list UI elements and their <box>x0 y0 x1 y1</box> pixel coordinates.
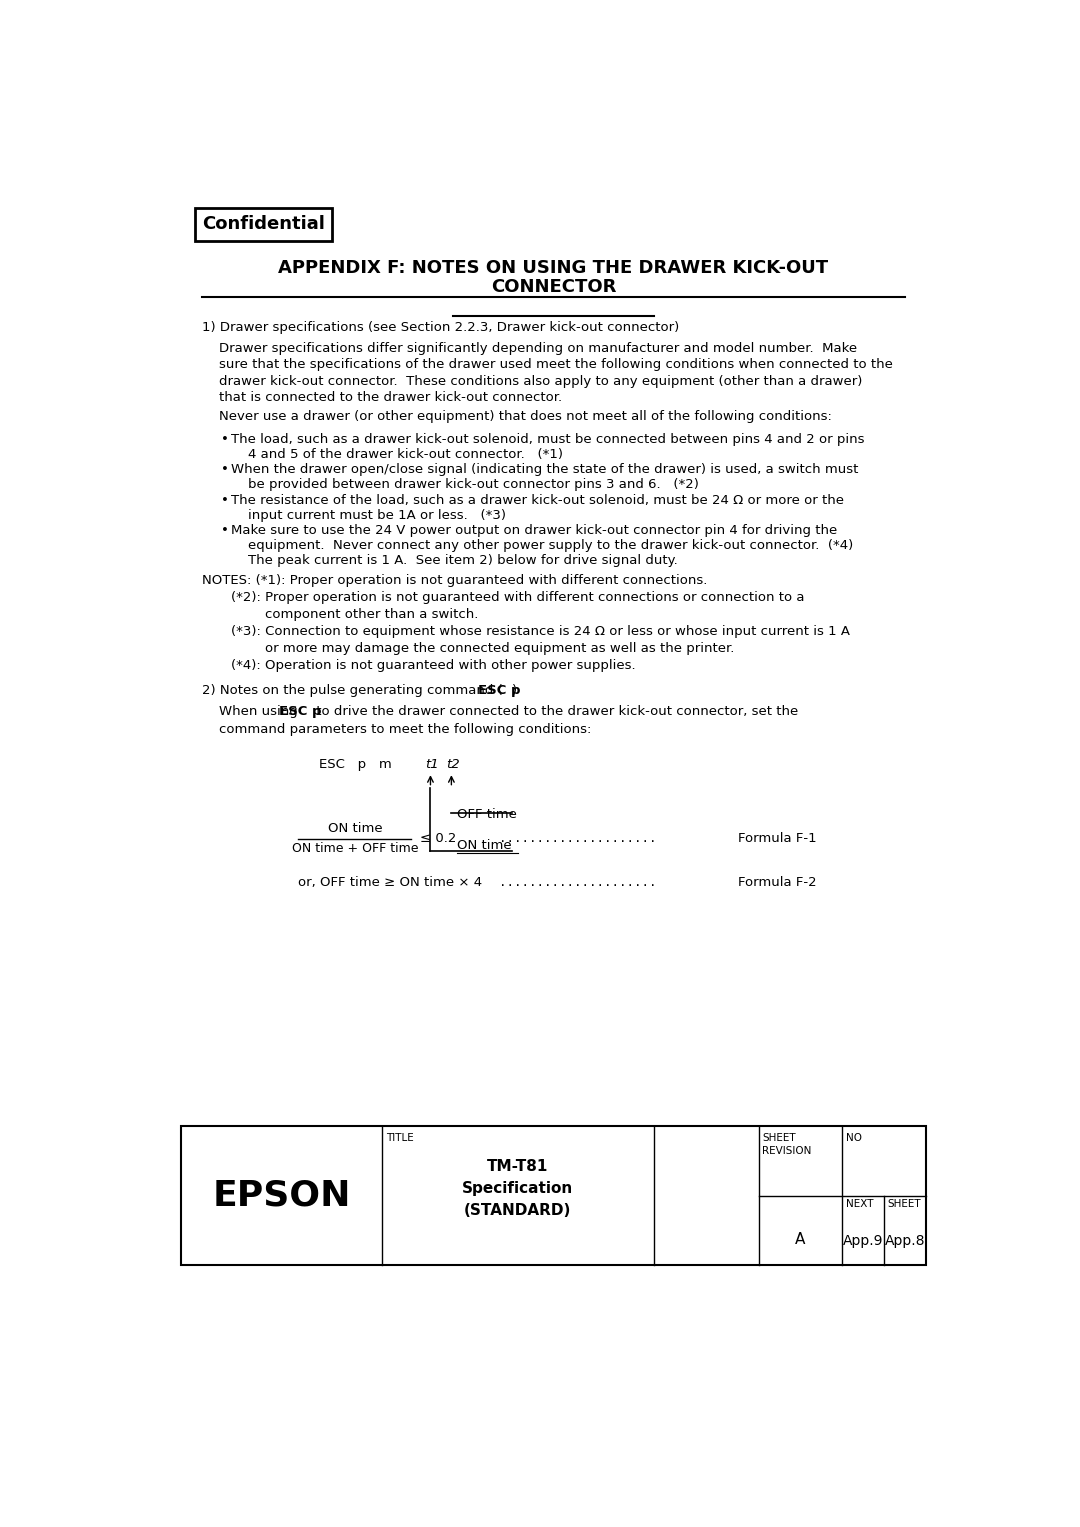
Text: t2: t2 <box>446 757 460 771</box>
Text: TITLE: TITLE <box>387 1133 414 1144</box>
Text: •: • <box>221 463 229 476</box>
Text: Confidential: Confidential <box>202 215 325 234</box>
Text: •: • <box>221 493 229 507</box>
Text: App.9: App.9 <box>842 1234 883 1249</box>
Text: When using: When using <box>218 705 301 718</box>
Text: to drive the drawer connected to the drawer kick-out connector, set the: to drive the drawer connected to the dra… <box>312 705 799 718</box>
Text: or more may damage the connected equipment as well as the printer.: or more may damage the connected equipme… <box>265 641 734 655</box>
Text: CONNECTOR: CONNECTOR <box>490 278 617 296</box>
Text: When the drawer open/close signal (indicating the state of the drawer) is used, : When the drawer open/close signal (indic… <box>231 463 859 492</box>
Text: ≤ 0.2: ≤ 0.2 <box>420 832 456 844</box>
Text: sure that the specifications of the drawer used meet the following conditions wh: sure that the specifications of the draw… <box>218 359 892 371</box>
Text: t1: t1 <box>426 757 440 771</box>
Text: ): ) <box>512 684 516 698</box>
Text: that is connected to the drawer kick-out connector.: that is connected to the drawer kick-out… <box>218 391 562 405</box>
Text: OFF time: OFF time <box>457 808 517 820</box>
Text: ON time: ON time <box>328 822 382 835</box>
Text: command parameters to meet the following conditions:: command parameters to meet the following… <box>218 722 591 736</box>
Text: SHEET
REVISION: SHEET REVISION <box>761 1133 811 1156</box>
Text: component other than a switch.: component other than a switch. <box>265 608 478 620</box>
Text: .....................: ..................... <box>499 876 657 889</box>
Text: APPENDIX F: NOTES ON USING THE DRAWER KICK-OUT: APPENDIX F: NOTES ON USING THE DRAWER KI… <box>279 260 828 276</box>
Text: ESC   p   m: ESC p m <box>320 757 392 771</box>
Text: NO: NO <box>846 1133 862 1144</box>
Text: NOTES: (*1): Proper operation is not guaranteed with different connections.: NOTES: (*1): Proper operation is not gua… <box>202 574 707 586</box>
Text: ESC p: ESC p <box>478 684 521 698</box>
Text: The load, such as a drawer kick-out solenoid, must be connected between pins 4 a: The load, such as a drawer kick-out sole… <box>231 432 865 461</box>
Text: Drawer specifications differ significantly depending on manufacturer and model n: Drawer specifications differ significant… <box>218 342 856 354</box>
Text: Formula F-2: Formula F-2 <box>738 876 816 889</box>
Text: TM-T81
Specification
(STANDARD): TM-T81 Specification (STANDARD) <box>462 1159 573 1219</box>
Text: 1) Drawer specifications (see Section 2.2.3, Drawer kick-out connector): 1) Drawer specifications (see Section 2.… <box>202 321 679 334</box>
Text: (*2): Proper operation is not guaranteed with different connections or connectio: (*2): Proper operation is not guaranteed… <box>231 591 805 605</box>
Bar <box>181 1127 926 1264</box>
Text: Never use a drawer (or other equipment) that does not meet all of the following : Never use a drawer (or other equipment) … <box>218 411 832 423</box>
Text: ON time + OFF time: ON time + OFF time <box>292 841 418 855</box>
Text: 2) Notes on the pulse generating command (: 2) Notes on the pulse generating command… <box>202 684 502 698</box>
Text: or, OFF time ≥ ON time × 4: or, OFF time ≥ ON time × 4 <box>298 876 483 889</box>
Text: ON time: ON time <box>457 840 512 852</box>
Text: NEXT: NEXT <box>846 1199 873 1209</box>
Text: App.8: App.8 <box>885 1234 926 1249</box>
Text: •: • <box>221 432 229 446</box>
Text: •: • <box>221 524 229 538</box>
Text: (*4): Operation is not guaranteed with other power supplies.: (*4): Operation is not guaranteed with o… <box>231 660 636 672</box>
Text: .....................: ..................... <box>499 832 657 844</box>
Text: (*3): Connection to equipment whose resistance is 24 Ω or less or whose input cu: (*3): Connection to equipment whose resi… <box>231 626 850 638</box>
Text: SHEET: SHEET <box>888 1199 921 1209</box>
Text: drawer kick-out connector.  These conditions also apply to any equipment (other : drawer kick-out connector. These conditi… <box>218 376 862 388</box>
Text: Make sure to use the 24 V power output on drawer kick-out connector pin 4 for dr: Make sure to use the 24 V power output o… <box>231 524 853 567</box>
Text: EPSON: EPSON <box>213 1179 351 1212</box>
Text: Formula F-1: Formula F-1 <box>738 832 816 844</box>
Text: The resistance of the load, such as a drawer kick-out solenoid, must be 24 Ω or : The resistance of the load, such as a dr… <box>231 493 845 522</box>
Text: A: A <box>795 1232 806 1246</box>
Text: ESC p: ESC p <box>279 705 322 718</box>
